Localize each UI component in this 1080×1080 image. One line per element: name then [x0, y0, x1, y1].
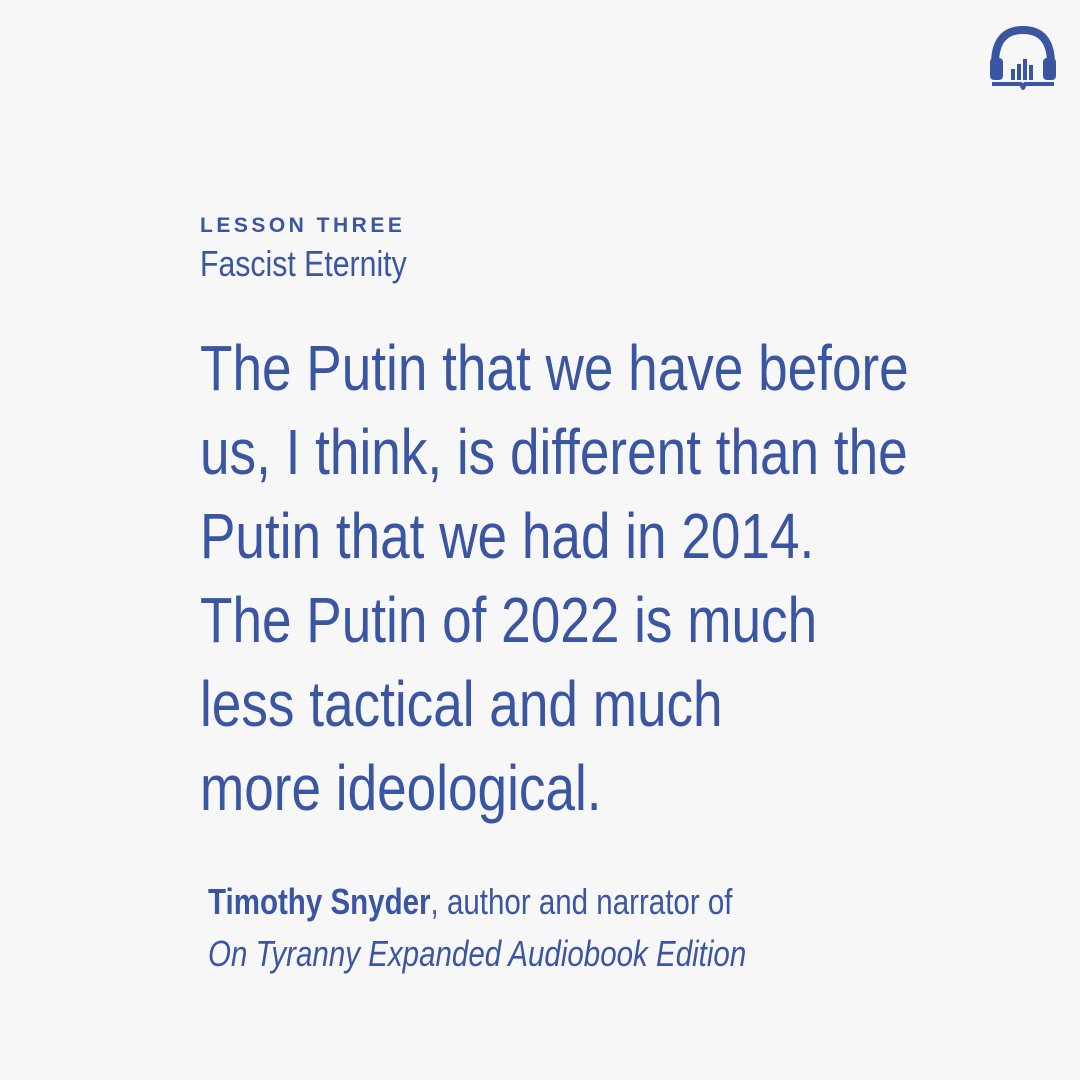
headphones-book-icon	[984, 24, 1062, 92]
author-role: , author and narrator of	[430, 881, 733, 922]
quote-line: more ideological.	[200, 752, 602, 824]
quote-line: Putin that we had in 2014.	[200, 500, 815, 572]
quote-line: The Putin that we have before	[200, 332, 909, 404]
lesson-number: LESSON THREE	[200, 214, 406, 237]
quote: The Putin that we have before us, I thin…	[200, 326, 1080, 830]
author-name: Timothy Snyder	[208, 881, 431, 922]
lesson-title: Fascist Eternity	[200, 243, 407, 284]
work-title: On Tyranny Expanded Audiobook Edition	[208, 933, 747, 974]
attribution: Timothy Snyder, author and narrator of O…	[208, 876, 1028, 980]
quote-line: less tactical and much	[200, 668, 723, 740]
quote-line: us, I think, is different than the	[200, 416, 908, 488]
quote-line: The Putin of 2022 is much	[200, 584, 818, 656]
lesson-card: LESSON THREE Fascist Eternity The Putin …	[200, 212, 1040, 830]
attribution-line: Timothy Snyder, author and narrator of	[208, 876, 880, 928]
